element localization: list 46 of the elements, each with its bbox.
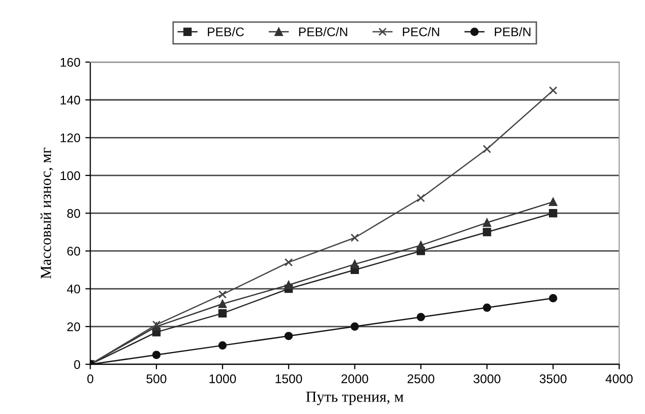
point	[548, 86, 558, 95]
x-tick-label: 2000	[341, 374, 368, 384]
point	[482, 144, 492, 154]
point	[416, 194, 426, 202]
x-tick-label: 3000	[474, 374, 500, 384]
point	[350, 322, 359, 331]
point	[218, 290, 227, 299]
point	[218, 341, 227, 350]
y-tick-label: 60	[67, 246, 80, 256]
point	[284, 332, 293, 340]
y-tick-label: 20	[67, 322, 80, 332]
legend-label: PEB/C	[208, 27, 244, 36]
y-tick-label: 140	[60, 96, 80, 105]
y-tick-label: 40	[66, 284, 80, 294]
point	[548, 209, 558, 218]
point	[482, 218, 492, 227]
y-tick-label: 160	[60, 58, 80, 67]
x-tick-label: 1000	[210, 374, 236, 384]
point	[218, 300, 227, 308]
point	[350, 234, 359, 242]
x-tick-label: 1500	[276, 374, 302, 384]
x-tick-label: 500	[146, 374, 166, 384]
point	[548, 294, 558, 302]
legend-label: PEB/C/N	[299, 27, 348, 36]
x-tick-label: 0	[87, 374, 94, 384]
point	[416, 312, 426, 322]
y-tick-label: 120	[60, 133, 80, 142]
point	[284, 258, 293, 266]
point	[482, 228, 492, 236]
point	[218, 309, 227, 318]
y-axis-title: Массовый износ, мг	[40, 148, 54, 279]
legend-label: PEB/N	[494, 27, 530, 36]
point	[284, 280, 293, 290]
y-tick-label: 80	[67, 209, 80, 218]
x-tick-label: 3500	[540, 374, 567, 384]
point	[350, 260, 359, 268]
x-tick-label: 4000	[606, 374, 633, 384]
x-axis-title: Путь трения, м	[306, 392, 404, 406]
point	[152, 350, 161, 360]
point	[482, 303, 492, 312]
point	[548, 198, 558, 206]
legend-label: PEC/N	[402, 27, 440, 36]
y-tick-label: 100	[60, 171, 80, 180]
x-tick-label: 2500	[408, 374, 434, 384]
y-tick-label: 0	[74, 360, 80, 369]
point	[416, 241, 426, 250]
